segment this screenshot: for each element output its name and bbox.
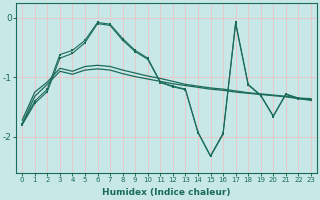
X-axis label: Humidex (Indice chaleur): Humidex (Indice chaleur) (102, 188, 231, 197)
